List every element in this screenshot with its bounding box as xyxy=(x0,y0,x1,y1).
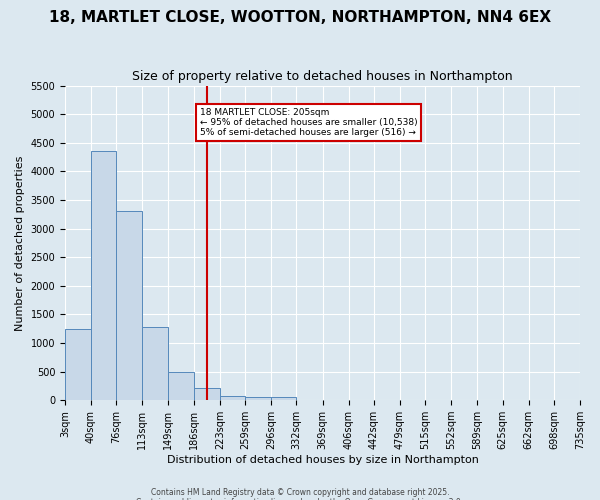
Bar xyxy=(220,396,245,400)
Bar xyxy=(194,388,220,400)
Bar xyxy=(168,372,194,400)
Text: 18, MARTLET CLOSE, WOOTTON, NORTHAMPTON, NN4 6EX: 18, MARTLET CLOSE, WOOTTON, NORTHAMPTON,… xyxy=(49,10,551,25)
Bar xyxy=(245,398,271,400)
Bar xyxy=(91,152,116,400)
Bar xyxy=(65,328,91,400)
Text: Contains public sector information licensed under the Open Government Licence 3.: Contains public sector information licen… xyxy=(136,498,464,500)
X-axis label: Distribution of detached houses by size in Northampton: Distribution of detached houses by size … xyxy=(167,455,478,465)
Bar xyxy=(271,398,296,400)
Title: Size of property relative to detached houses in Northampton: Size of property relative to detached ho… xyxy=(132,70,513,83)
Bar xyxy=(116,212,142,400)
Text: Contains HM Land Registry data © Crown copyright and database right 2025.: Contains HM Land Registry data © Crown c… xyxy=(151,488,449,497)
Bar xyxy=(142,327,168,400)
Text: 18 MARTLET CLOSE: 205sqm
← 95% of detached houses are smaller (10,538)
5% of sem: 18 MARTLET CLOSE: 205sqm ← 95% of detach… xyxy=(200,108,418,138)
Y-axis label: Number of detached properties: Number of detached properties xyxy=(15,155,25,330)
